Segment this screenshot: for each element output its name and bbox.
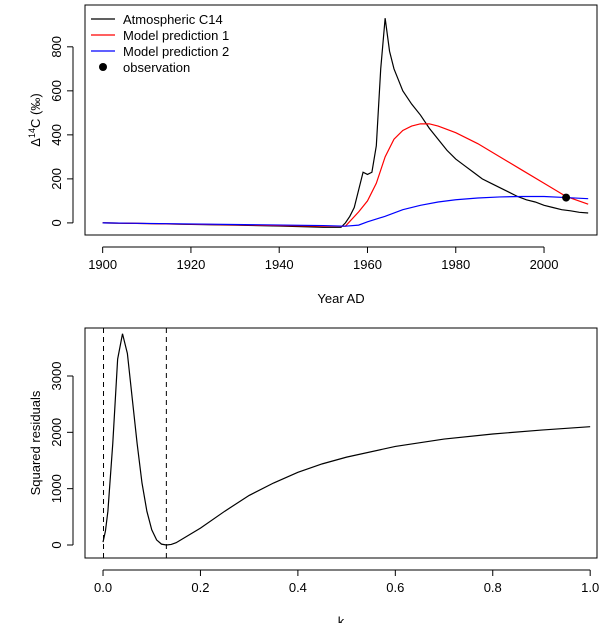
y-tick-label: 3000 [49, 362, 64, 391]
y-tick-label: 200 [49, 168, 64, 190]
y-tick-label: 600 [49, 80, 64, 102]
x-axis-label: k [338, 614, 345, 623]
y-tick-label: 400 [49, 124, 64, 146]
x-tick-label: 2000 [530, 257, 559, 272]
y-tick-label: 2000 [49, 418, 64, 447]
y-tick-label: 0 [49, 541, 64, 548]
x-tick-label: 1920 [176, 257, 205, 272]
plot-frame [84, 4, 598, 236]
legend-label: Model prediction 1 [123, 28, 229, 43]
y-axis-label: Squared residuals [28, 390, 43, 495]
x-tick-label: 1940 [265, 257, 294, 272]
data-line [102, 123, 589, 227]
y-label-part: C (‰) [28, 93, 43, 128]
y-tick-label: 1000 [49, 474, 64, 503]
x-tick-label: 0.4 [289, 580, 307, 595]
data-line [102, 195, 589, 227]
data-point [562, 193, 571, 202]
x-tick-label: 0.0 [94, 580, 112, 595]
x-tick-label: 0.6 [386, 580, 404, 595]
data-line [102, 333, 591, 546]
x-tick-label: 1.0 [581, 580, 599, 595]
y-axis-label: Δ14C (‰) [27, 93, 43, 146]
legend-label: Model prediction 2 [123, 44, 229, 59]
plot-frame [84, 327, 598, 559]
legend-marker [99, 63, 107, 71]
y-label-part: Δ [28, 138, 43, 147]
x-axis-label: Year AD [317, 291, 364, 306]
data-line [102, 18, 589, 228]
x-tick-label: 0.2 [191, 580, 209, 595]
legend-label: observation [123, 60, 190, 75]
x-tick-label: 0.8 [484, 580, 502, 595]
x-tick-label: 1980 [441, 257, 470, 272]
y-label-sup: 14 [27, 128, 37, 138]
y-tick-label: 800 [49, 36, 64, 58]
x-tick-label: 1960 [353, 257, 382, 272]
x-tick-label: 1900 [88, 257, 117, 272]
y-tick-label: 0 [49, 219, 64, 226]
legend-label: Atmospheric C14 [123, 12, 223, 27]
